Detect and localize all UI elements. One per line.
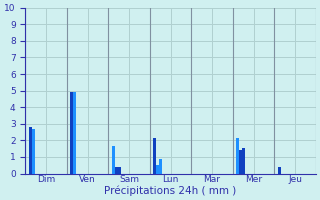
Bar bbox=[278, 167, 281, 174]
Bar bbox=[29, 127, 32, 174]
Bar bbox=[112, 146, 115, 174]
Bar bbox=[115, 167, 118, 174]
Bar bbox=[156, 165, 159, 174]
Bar bbox=[239, 150, 242, 174]
Bar bbox=[159, 159, 162, 174]
Bar bbox=[242, 148, 245, 174]
Bar bbox=[32, 129, 35, 174]
Bar bbox=[70, 92, 73, 174]
Bar bbox=[118, 167, 121, 174]
Bar bbox=[236, 138, 239, 174]
Bar bbox=[153, 138, 156, 174]
Bar bbox=[73, 92, 76, 174]
X-axis label: Précipitations 24h ( mm ): Précipitations 24h ( mm ) bbox=[105, 185, 237, 196]
